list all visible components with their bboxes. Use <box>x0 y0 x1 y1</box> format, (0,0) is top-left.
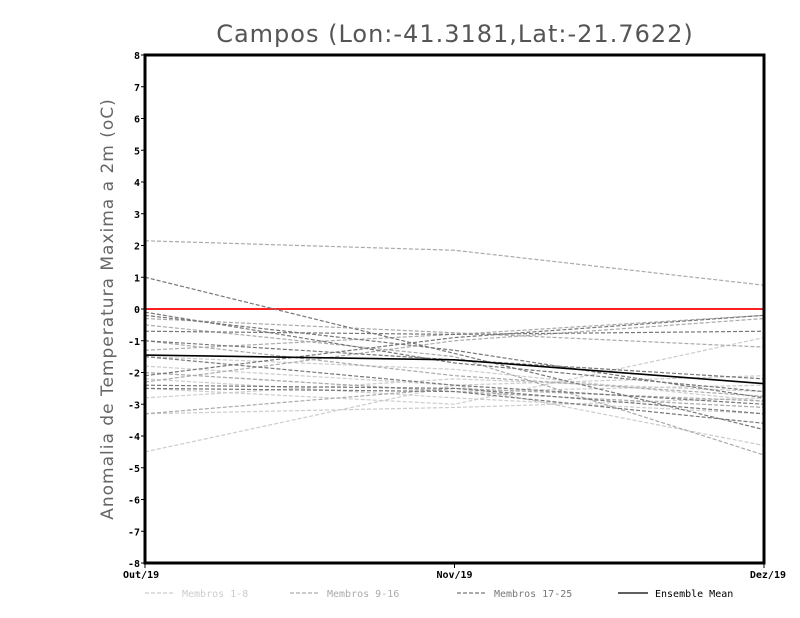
y-tick-label: -4 <box>128 432 140 443</box>
member-line-20 <box>144 340 765 380</box>
y-tick-label: -6 <box>128 496 140 507</box>
y-tick-label: -7 <box>128 527 140 538</box>
member-line-23 <box>144 356 765 405</box>
member-line-4 <box>144 336 765 405</box>
y-tick-label: -2 <box>128 369 140 380</box>
chart-title: Campos (Lon:-41.3181,Lat:-21.7622) <box>216 20 694 48</box>
y-tick-label: 2 <box>134 242 140 253</box>
legend-label: Membros 17-25 <box>494 589 572 600</box>
y-tick-label: 3 <box>134 210 140 221</box>
y-tick-label: 1 <box>134 273 140 284</box>
member-line-19 <box>144 330 765 336</box>
member-line-17 <box>144 276 765 431</box>
y-tick-label: -3 <box>128 400 140 411</box>
member-line-9 <box>144 240 765 286</box>
legend-label: Membros 9-16 <box>327 589 399 600</box>
x-tick-label: Nov/19 <box>436 570 472 581</box>
y-tick-label: -5 <box>128 464 140 475</box>
y-tick-label: -8 <box>128 559 140 570</box>
member-line-22 <box>144 387 765 424</box>
y-tick-label: 8 <box>134 51 140 62</box>
member-line-12 <box>144 371 765 409</box>
legend-label: Membros 1-8 <box>182 589 248 600</box>
member-line-11 <box>144 340 765 397</box>
member-line-14 <box>144 324 765 456</box>
member-line-25 <box>144 384 765 415</box>
y-tick-label: 6 <box>134 115 140 126</box>
ensemble-mean-line <box>144 354 765 385</box>
y-tick-label: 7 <box>134 83 140 94</box>
member-line-5 <box>144 365 765 386</box>
member-line-6 <box>144 378 765 415</box>
y-axis-label: Anomalia de Temperatura Maxima a 2m (oC) <box>98 98 118 520</box>
x-tick-label: Out/19 <box>123 570 159 581</box>
member-line-18 <box>144 314 765 399</box>
legend: Membros 1-8 Membros 9-16 Membros 17-25 Ense… <box>145 589 733 600</box>
member-line-24 <box>144 311 765 393</box>
member-line-21 <box>144 314 765 377</box>
member-line-1 <box>144 384 765 453</box>
member-line-13 <box>144 387 765 415</box>
y-tick-label: 5 <box>134 146 140 157</box>
plot-frame <box>143 53 766 565</box>
member-line-8 <box>144 378 765 399</box>
series-layer <box>144 240 765 456</box>
legend-label: Ensemble Mean <box>655 589 733 600</box>
member-line-2 <box>144 397 765 415</box>
member-line-16 <box>144 317 765 383</box>
y-tick-label: 4 <box>134 178 140 189</box>
x-tick-label: Dez/19 <box>750 570 786 581</box>
y-tick-label: -1 <box>128 337 140 348</box>
member-line-10 <box>144 317 765 348</box>
member-line-7 <box>144 356 765 402</box>
y-tick-label: 0 <box>134 305 140 316</box>
